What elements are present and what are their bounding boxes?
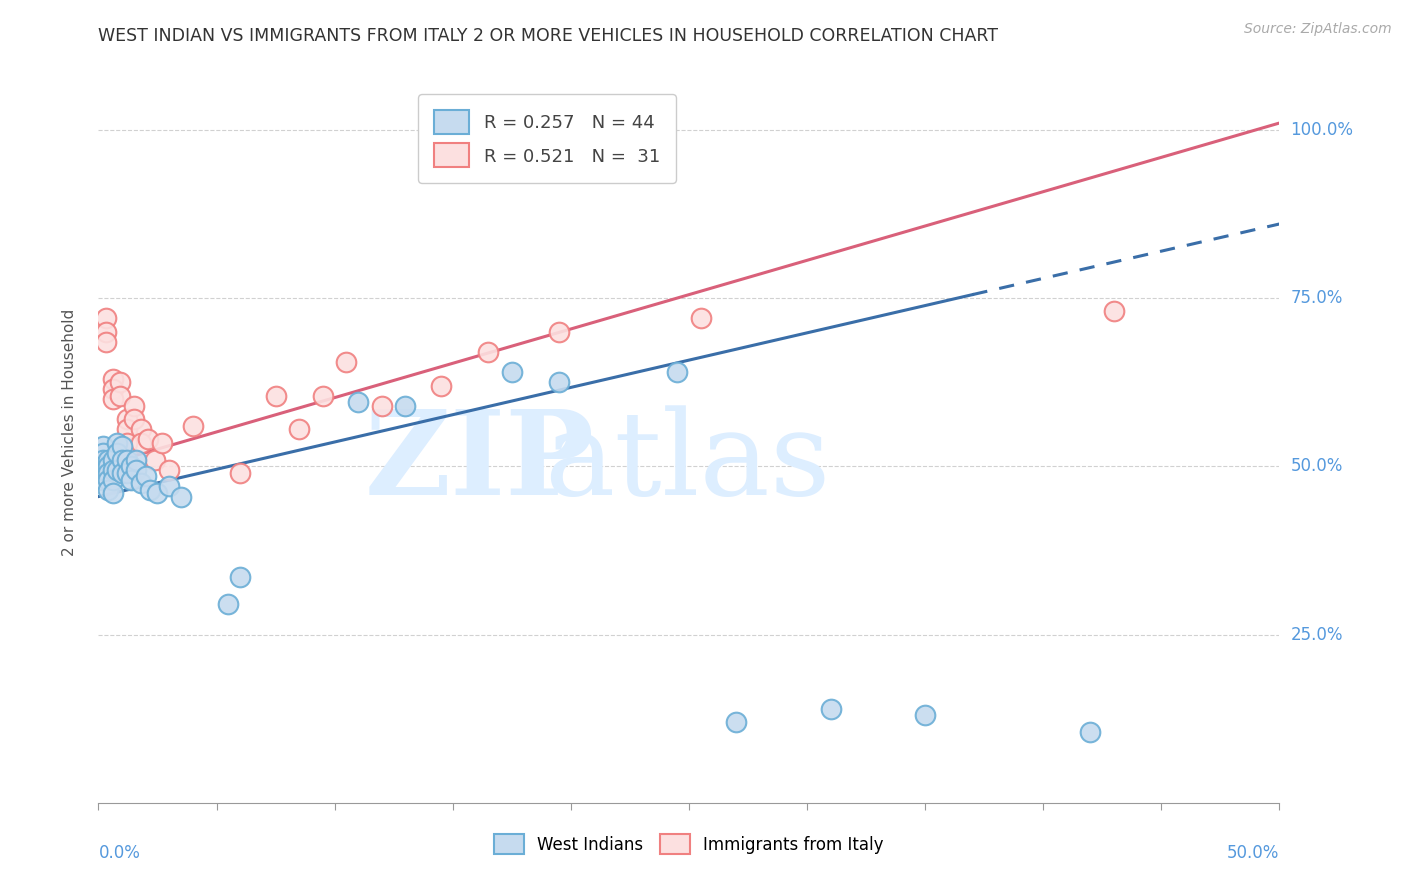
Point xyxy=(111,439,134,453)
Point xyxy=(111,452,134,467)
Point xyxy=(97,452,120,467)
Point xyxy=(91,473,114,487)
Point xyxy=(91,439,114,453)
Point xyxy=(94,311,117,326)
Point xyxy=(115,452,138,467)
Point xyxy=(115,422,138,436)
Text: 0.0%: 0.0% xyxy=(98,845,141,863)
Point xyxy=(125,462,148,476)
Point xyxy=(101,392,124,406)
Point xyxy=(217,597,239,611)
Point xyxy=(371,399,394,413)
Point xyxy=(477,344,499,359)
Point xyxy=(101,452,124,467)
Point xyxy=(105,435,128,450)
Point xyxy=(139,483,162,497)
Point xyxy=(101,473,124,487)
Point xyxy=(91,466,114,480)
Point xyxy=(335,355,357,369)
Point xyxy=(548,375,571,389)
Point xyxy=(229,466,252,480)
Point xyxy=(121,473,143,487)
Point xyxy=(108,375,131,389)
Point xyxy=(97,459,120,474)
Text: 25.0%: 25.0% xyxy=(1291,625,1343,643)
Text: ZIP: ZIP xyxy=(364,405,595,520)
Point xyxy=(101,486,124,500)
Point xyxy=(91,446,114,460)
Point xyxy=(94,325,117,339)
Point xyxy=(129,435,152,450)
Point xyxy=(146,486,169,500)
Point xyxy=(725,714,748,729)
Text: Source: ZipAtlas.com: Source: ZipAtlas.com xyxy=(1244,22,1392,37)
Point xyxy=(157,479,180,493)
Y-axis label: 2 or more Vehicles in Household: 2 or more Vehicles in Household xyxy=(62,309,77,557)
Point xyxy=(229,570,252,584)
Point xyxy=(1080,725,1102,739)
Point xyxy=(914,708,936,723)
Text: atlas: atlas xyxy=(544,405,831,520)
Point xyxy=(135,469,157,483)
Text: 50.0%: 50.0% xyxy=(1291,458,1343,475)
Point xyxy=(97,483,120,497)
Point xyxy=(666,365,689,379)
Point xyxy=(312,389,335,403)
Point xyxy=(129,476,152,491)
Point xyxy=(181,418,204,433)
Point xyxy=(122,412,145,426)
Point xyxy=(288,422,311,436)
Point xyxy=(105,446,128,460)
Point xyxy=(101,462,124,476)
Point xyxy=(115,466,138,480)
Point xyxy=(108,389,131,403)
Point xyxy=(115,412,138,426)
Text: WEST INDIAN VS IMMIGRANTS FROM ITALY 2 OR MORE VEHICLES IN HOUSEHOLD CORRELATION: WEST INDIAN VS IMMIGRANTS FROM ITALY 2 O… xyxy=(98,27,998,45)
Point xyxy=(347,395,370,409)
Point xyxy=(394,399,416,413)
Point xyxy=(430,378,453,392)
Point xyxy=(136,433,159,447)
Point xyxy=(125,452,148,467)
Point xyxy=(121,459,143,474)
Point xyxy=(820,701,842,715)
Point xyxy=(501,365,523,379)
Point xyxy=(91,452,114,467)
Point xyxy=(94,334,117,349)
Point xyxy=(150,435,173,450)
Point xyxy=(111,466,134,480)
Point xyxy=(115,435,138,450)
Text: 100.0%: 100.0% xyxy=(1291,120,1354,139)
Text: 50.0%: 50.0% xyxy=(1227,845,1279,863)
Point xyxy=(101,382,124,396)
Point xyxy=(548,325,571,339)
Point xyxy=(143,452,166,467)
Point xyxy=(689,311,711,326)
Point xyxy=(122,399,145,413)
Point xyxy=(1102,304,1125,318)
Point xyxy=(264,389,287,403)
Text: 75.0%: 75.0% xyxy=(1291,289,1343,307)
Legend: West Indians, Immigrants from Italy: West Indians, Immigrants from Italy xyxy=(488,828,890,861)
Point xyxy=(101,372,124,386)
Point xyxy=(157,462,180,476)
Point xyxy=(97,466,120,480)
Point xyxy=(170,490,193,504)
Point xyxy=(97,473,120,487)
Point xyxy=(129,422,152,436)
Point xyxy=(91,459,114,474)
Point xyxy=(105,462,128,476)
